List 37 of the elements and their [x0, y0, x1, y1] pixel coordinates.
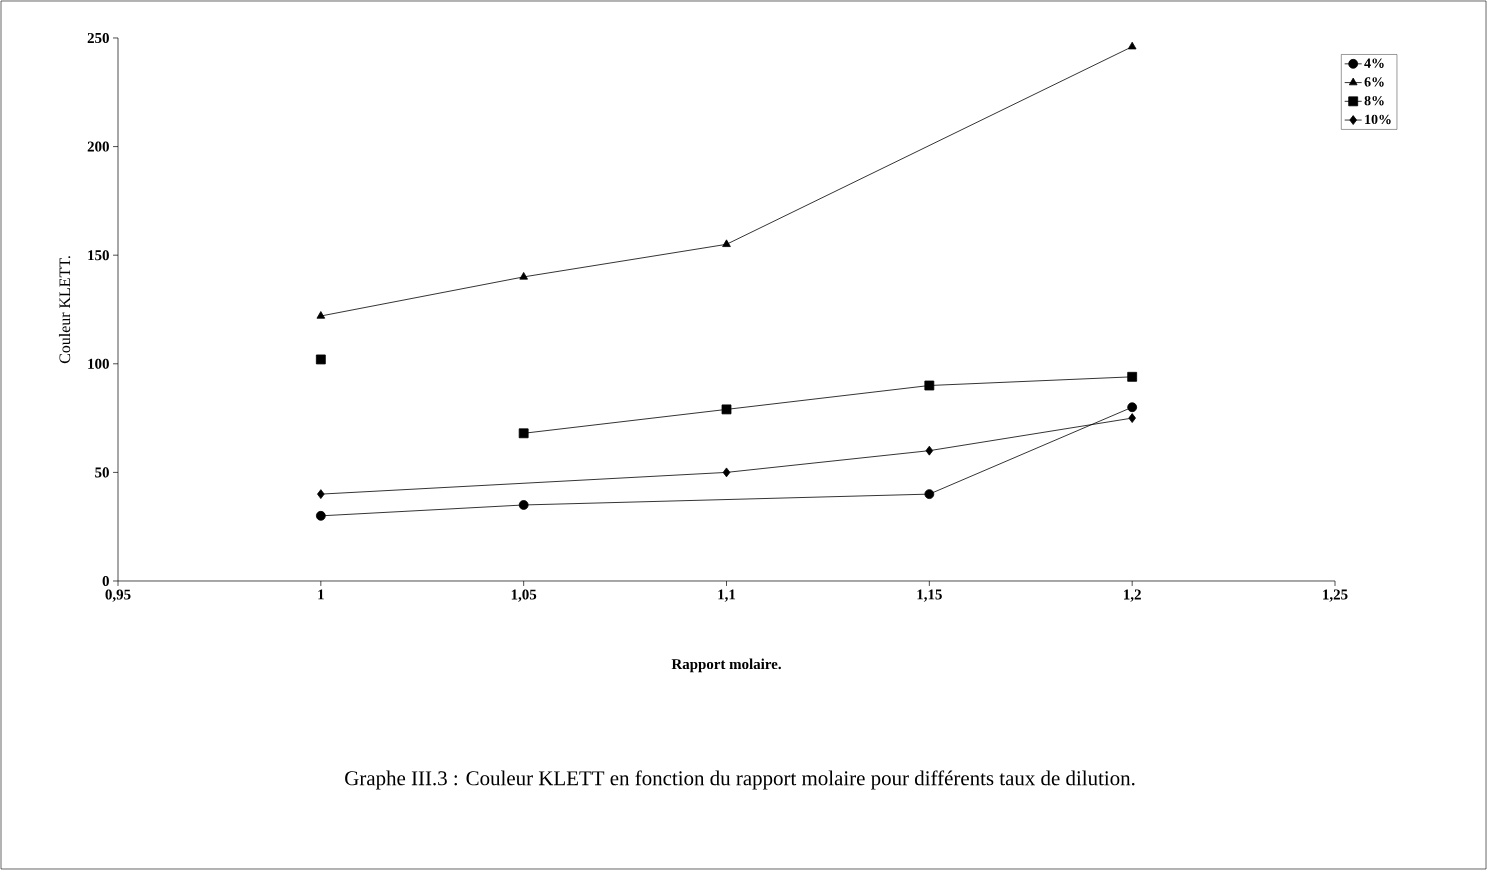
point	[722, 467, 731, 478]
legend-label: 4%	[1364, 58, 1384, 68]
point	[518, 428, 529, 439]
point	[518, 500, 529, 510]
y-tick-label: 0	[102, 575, 109, 587]
y-tick-label: 100	[88, 358, 109, 369]
point	[924, 489, 935, 499]
point	[315, 354, 326, 365]
x-tick-label: 1,1	[718, 589, 736, 602]
point	[1127, 371, 1138, 382]
point	[721, 404, 732, 415]
y-tick-label: 250	[87, 32, 109, 44]
y-tick-label: 150	[88, 250, 109, 261]
point	[1127, 41, 1137, 50]
x-tick-label: 1,25	[1323, 589, 1348, 602]
point	[317, 489, 325, 499]
legend-label: 10%	[1365, 114, 1391, 125]
point	[1127, 402, 1138, 413]
point	[315, 510, 326, 521]
point	[924, 380, 935, 391]
point	[1128, 413, 1136, 423]
x-tick-label: 1,15	[917, 589, 942, 602]
point	[925, 445, 934, 456]
y-axis-title: Couleur KLETT.	[58, 256, 71, 364]
text: Graphe III.3 : Couleur KLETT en fonction du rapport molaire pour différents taux de dilution.	[345, 770, 1135, 790]
x-tick-label: 1	[318, 589, 324, 600]
point	[722, 239, 731, 247]
y-tick-label: 200	[87, 141, 109, 152]
x-tick-label: 0,95	[105, 589, 131, 602]
point	[519, 272, 528, 280]
legend-label: 8%	[1364, 95, 1384, 106]
y-tick-label: 50	[95, 467, 109, 478]
x-tick-label: 1,05	[511, 589, 537, 602]
x-axis-title: Rapport molaire.	[671, 658, 781, 673]
legend-label: 6%	[1364, 77, 1384, 87]
point	[316, 311, 326, 319]
x-tick-label: 1,2	[1124, 589, 1141, 602]
